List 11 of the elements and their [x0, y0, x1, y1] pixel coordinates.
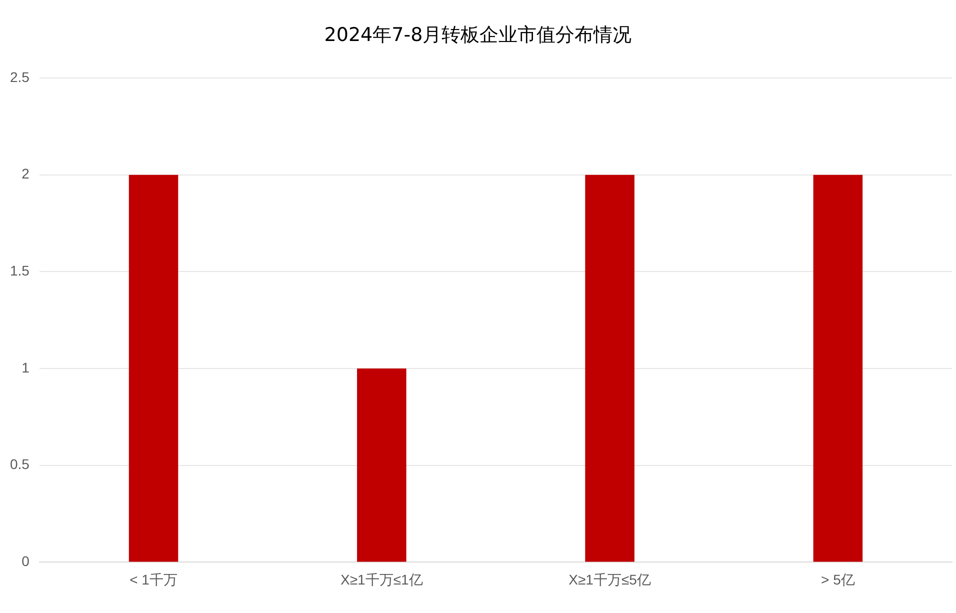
x-tick-label: X≥1千万≤5亿: [568, 571, 651, 588]
x-tick-label: < 1千万: [130, 571, 178, 588]
chart-title: 2024年7-8月转板企业市值分布情况: [323, 23, 633, 48]
y-tick-label: 2: [22, 166, 30, 182]
y-tick-label: 2.5: [10, 68, 30, 85]
y-tick-label: 1.5: [10, 262, 30, 279]
y-tick-label: 0: [22, 553, 30, 570]
x-tick-label: > 5亿: [821, 571, 855, 588]
x-tick-label: X≥1千万≤1亿: [340, 571, 423, 588]
y-tick-label: 1: [22, 359, 30, 376]
y-tick-label: 0.5: [10, 456, 30, 472]
